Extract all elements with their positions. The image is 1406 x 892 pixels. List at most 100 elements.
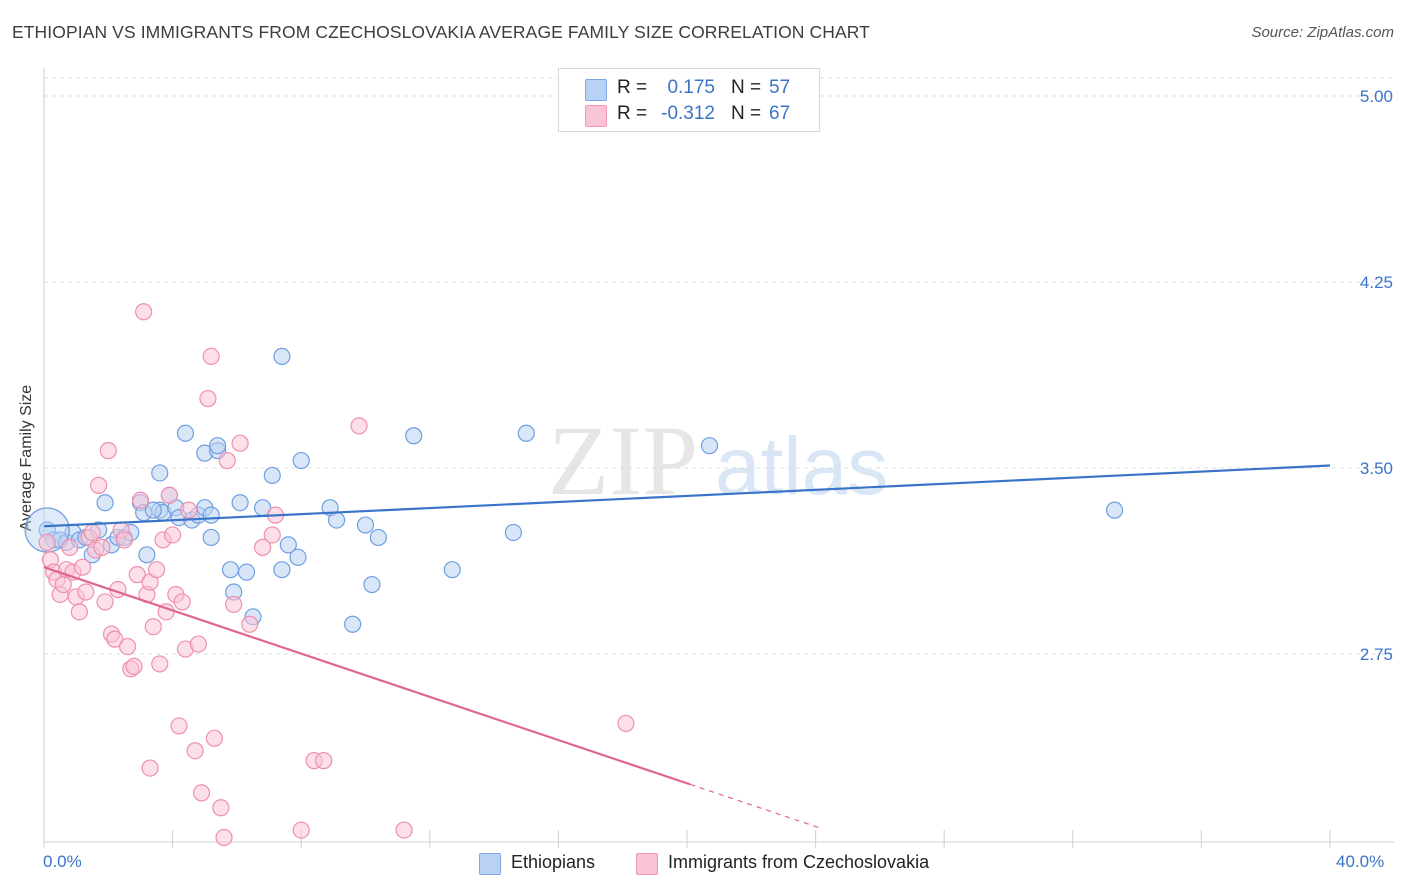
bottom-legend-label: Ethiopians xyxy=(511,852,596,872)
data-point xyxy=(212,799,230,817)
data-point xyxy=(617,714,635,733)
data-point xyxy=(231,434,249,452)
data-point xyxy=(405,427,423,445)
trend-line-extension xyxy=(690,783,820,829)
data-point xyxy=(356,516,375,534)
data-point xyxy=(170,717,188,735)
data-point xyxy=(141,759,159,777)
czechoslovakia-points xyxy=(38,303,635,847)
data-point xyxy=(61,538,79,556)
legend-r-label: R = xyxy=(617,103,648,124)
data-point xyxy=(99,442,117,460)
data-point xyxy=(83,523,101,542)
data-point xyxy=(151,655,169,673)
legend-r-value: -0.312 xyxy=(661,103,715,124)
data-point xyxy=(263,466,281,485)
y-tick-label: 3.50 xyxy=(1360,459,1393,478)
data-point xyxy=(93,538,111,556)
data-point xyxy=(131,491,150,509)
data-point xyxy=(118,637,137,656)
data-point xyxy=(70,603,88,621)
legend-n-label: N = xyxy=(731,77,762,98)
x-tick-max: 40.0% xyxy=(1336,852,1385,871)
y-tick-labels: 2.75 3.50 4.25 5.00 xyxy=(1360,87,1393,664)
bottom-legend-label: Immigrants from Czechoslovakia xyxy=(668,852,930,872)
data-point xyxy=(202,506,220,524)
correlation-legend: R = 0.175 N = 57 R = -0.312 N = 67 xyxy=(558,68,820,132)
data-point xyxy=(395,821,413,839)
bottom-legend-swatch-pink xyxy=(636,853,658,875)
data-point xyxy=(218,451,236,470)
data-point xyxy=(344,615,362,633)
data-point xyxy=(147,561,166,579)
data-point xyxy=(199,389,217,408)
x-tick-min: 0.0% xyxy=(43,852,82,871)
data-point xyxy=(315,752,333,770)
y-tick-label: 2.75 xyxy=(1360,645,1393,664)
data-point xyxy=(128,566,146,584)
data-point xyxy=(144,618,162,636)
legend-n-value: 67 xyxy=(769,103,791,124)
y-tick-label: 4.25 xyxy=(1360,273,1393,292)
data-point xyxy=(292,451,310,470)
data-point xyxy=(189,635,207,653)
data-point xyxy=(160,486,178,504)
data-point xyxy=(106,630,124,648)
data-point xyxy=(205,729,223,747)
data-point xyxy=(231,494,249,512)
data-point xyxy=(504,523,522,542)
data-point xyxy=(350,417,368,435)
data-point xyxy=(273,561,291,579)
data-point xyxy=(192,784,211,802)
data-point xyxy=(273,347,291,365)
data-point xyxy=(125,657,143,676)
data-point xyxy=(77,583,95,601)
data-point xyxy=(151,464,169,482)
data-point xyxy=(369,528,387,547)
data-point xyxy=(38,533,56,552)
data-point xyxy=(263,526,281,544)
data-point xyxy=(144,501,162,519)
legend-r-label: R = xyxy=(617,77,648,98)
data-point xyxy=(115,531,133,549)
data-point xyxy=(164,526,182,544)
data-point xyxy=(209,437,227,455)
data-point xyxy=(225,595,243,614)
data-point xyxy=(96,593,114,611)
data-point xyxy=(202,347,220,365)
data-point xyxy=(215,828,233,847)
data-point xyxy=(90,476,108,494)
trend-line xyxy=(43,464,1331,528)
legend-n-value: 57 xyxy=(769,77,791,98)
data-point xyxy=(135,303,153,321)
data-point xyxy=(138,546,156,564)
legend-swatch-pink xyxy=(585,105,607,127)
data-point xyxy=(292,821,310,839)
data-point xyxy=(241,615,259,633)
data-point xyxy=(173,593,191,611)
data-point xyxy=(180,501,198,519)
data-point xyxy=(176,424,195,442)
data-point xyxy=(254,538,272,556)
source-credit: Source: ZipAtlas.com xyxy=(1251,24,1394,41)
data-point xyxy=(186,742,204,760)
data-point xyxy=(517,424,535,442)
watermark-atlas: atlas xyxy=(715,421,888,512)
data-point xyxy=(73,558,92,576)
data-point xyxy=(237,563,256,581)
legend-r-value: 0.175 xyxy=(667,77,715,98)
trend-lines xyxy=(43,464,1331,829)
data-point xyxy=(700,437,719,455)
data-point xyxy=(96,494,114,512)
trend-line xyxy=(43,566,691,786)
data-point xyxy=(443,561,461,579)
data-point xyxy=(363,575,381,594)
legend-swatch-blue xyxy=(585,79,607,101)
data-point xyxy=(289,548,307,566)
data-point xyxy=(1105,501,1124,519)
data-point xyxy=(221,561,240,579)
data-point xyxy=(279,536,297,554)
legend-n-label: N = xyxy=(731,103,762,124)
data-point xyxy=(327,511,346,529)
